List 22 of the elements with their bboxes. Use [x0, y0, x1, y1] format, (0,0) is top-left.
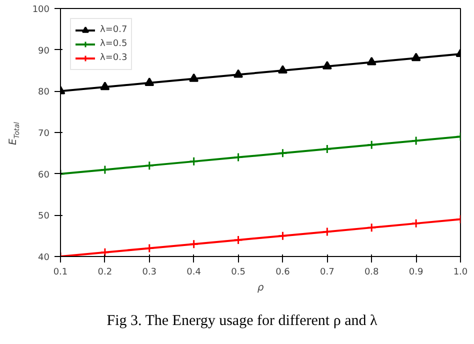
x-tick-label: 0.3: [142, 268, 157, 278]
x-tick-label: 0.9: [408, 268, 424, 278]
caption: Fig 3. The Energy usage for different ρ and λ: [106, 312, 378, 331]
x-tick-label: 0.7: [320, 268, 334, 278]
y-tick-label: 90: [38, 46, 50, 56]
x-tick-label: 0.6: [276, 268, 290, 278]
y-tick-label: 100: [32, 5, 50, 15]
legend-label: λ=0.5: [100, 38, 128, 51]
y-tick-label: 40: [38, 253, 50, 263]
y-tick-label: 70: [38, 129, 50, 139]
x-tick-label: 1.0: [453, 268, 468, 278]
x-tick-label: 0.2: [98, 268, 112, 278]
y-tick-label: 80: [38, 88, 50, 98]
legend-label: λ=0.7: [100, 24, 128, 37]
x-tick-label: 0.5: [231, 268, 246, 278]
x-tick-label: 0.1: [53, 268, 68, 278]
x-tick-label: 0.8: [364, 268, 380, 278]
x-tick-label: 0.4: [186, 268, 202, 278]
y-tick-label: 50: [38, 212, 50, 222]
x-axis-title: ρ: [257, 282, 264, 294]
legend-label: λ=0.3: [100, 52, 128, 65]
y-tick-label: 60: [38, 170, 50, 180]
